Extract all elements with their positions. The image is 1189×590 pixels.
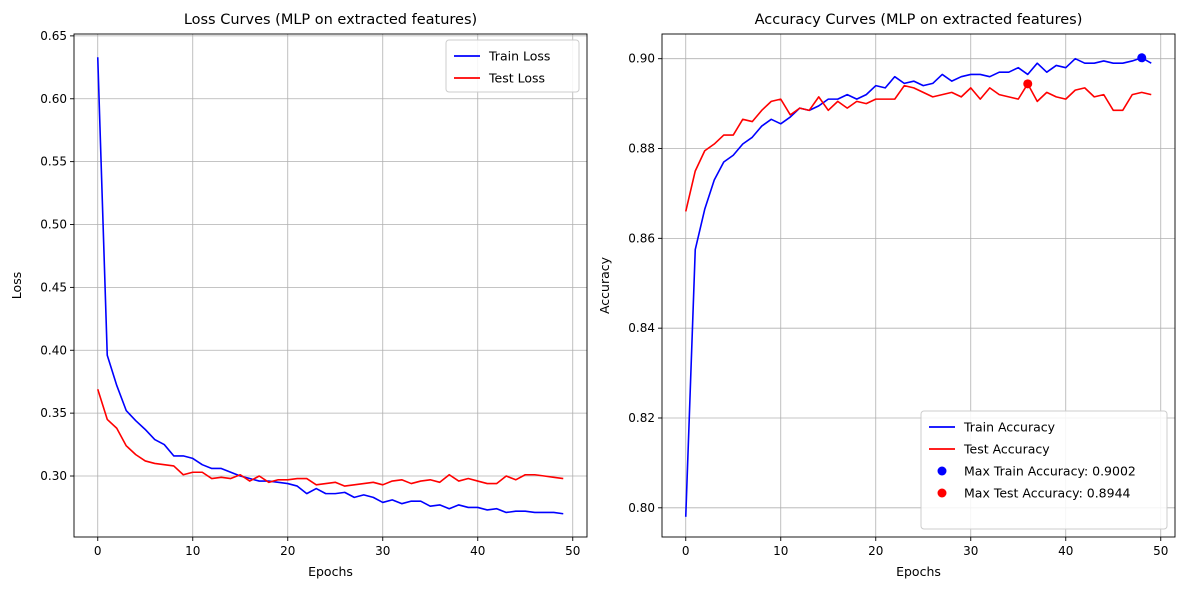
x-tick-label: 50 <box>565 544 580 558</box>
axes-frame <box>73 33 588 538</box>
max-point-marker <box>1137 53 1147 63</box>
y-tick-label: 0.82 <box>628 411 655 425</box>
legend-swatch-marker <box>937 488 947 498</box>
y-tick-label: 0.50 <box>40 218 67 232</box>
y-tick-label: 0.84 <box>628 321 655 335</box>
y-tick-label: 0.90 <box>628 52 655 66</box>
legend-entry-label: Max Test Accuracy: 0.8944 <box>964 486 1131 501</box>
series-line-test-accuracy <box>684 83 1152 212</box>
y-tick-label: 0.30 <box>40 469 67 483</box>
y-tick-label: 0.35 <box>40 406 67 420</box>
legend-swatch-marker <box>937 466 947 476</box>
y-tick-label: 0.65 <box>40 29 67 43</box>
axes-frame <box>661 33 1176 538</box>
x-tick-label: 20 <box>280 544 295 558</box>
y-tick-label: 0.88 <box>628 142 655 156</box>
x-tick-label: 10 <box>773 544 788 558</box>
legend-entry-label: Max Train Accuracy: 0.9002 <box>964 464 1136 479</box>
x-tick-label: 30 <box>963 544 978 558</box>
series-line-train-loss <box>96 57 564 515</box>
legend-box <box>920 410 1168 530</box>
y-axis-label: Accuracy <box>597 256 612 314</box>
y-tick-label: 0.60 <box>40 92 67 106</box>
chart-title: Accuracy Curves (MLP on extracted featur… <box>755 12 1083 28</box>
y-tick-label: 0.40 <box>40 343 67 357</box>
y-tick-label: 0.55 <box>40 155 67 169</box>
x-tick-label: 10 <box>185 544 200 558</box>
x-tick-label: 40 <box>470 544 485 558</box>
max-point-marker <box>1023 79 1033 89</box>
x-axis-label: Epochs <box>308 564 353 579</box>
chart-accuracy: 0 10 20 30 40 50 0.80 0.82 0.84 0.86 0.88 0.90 Accur… <box>597 12 1176 579</box>
y-tick-label: 0.45 <box>40 280 67 294</box>
chart-title: Loss Curves (MLP on extracted features) <box>184 12 477 28</box>
legend-box <box>445 39 580 93</box>
x-tick-label: 50 <box>1153 544 1168 558</box>
y-tick-label: 0.80 <box>628 501 655 515</box>
legend: Train Loss Test Loss <box>445 39 580 93</box>
legend-entry-label: Test Loss <box>488 71 545 86</box>
legend: Train Accuracy Test Accuracy Max Train Acc… <box>920 410 1168 530</box>
x-tick-label: 0 <box>94 544 102 558</box>
x-tick-label: 0 <box>682 544 690 558</box>
legend-entry-label: Test Accuracy <box>963 442 1050 457</box>
x-tick-label: 30 <box>375 544 390 558</box>
y-tick-label: 0.86 <box>628 231 655 245</box>
chart-loss: 0 10 20 30 40 50 0.30 0.35 0.40 0.45 0.50 0.55 0.60 0… <box>9 12 588 579</box>
series-line-train-accuracy <box>684 56 1152 517</box>
series-line-test-loss <box>96 388 564 487</box>
x-axis-label: Epochs <box>896 564 941 579</box>
x-tick-label: 20 <box>868 544 883 558</box>
legend-entry-label: Train Accuracy <box>963 420 1056 435</box>
legend-entry-label: Train Loss <box>488 49 550 64</box>
y-axis-label: Loss <box>9 272 24 299</box>
x-tick-label: 40 <box>1058 544 1073 558</box>
